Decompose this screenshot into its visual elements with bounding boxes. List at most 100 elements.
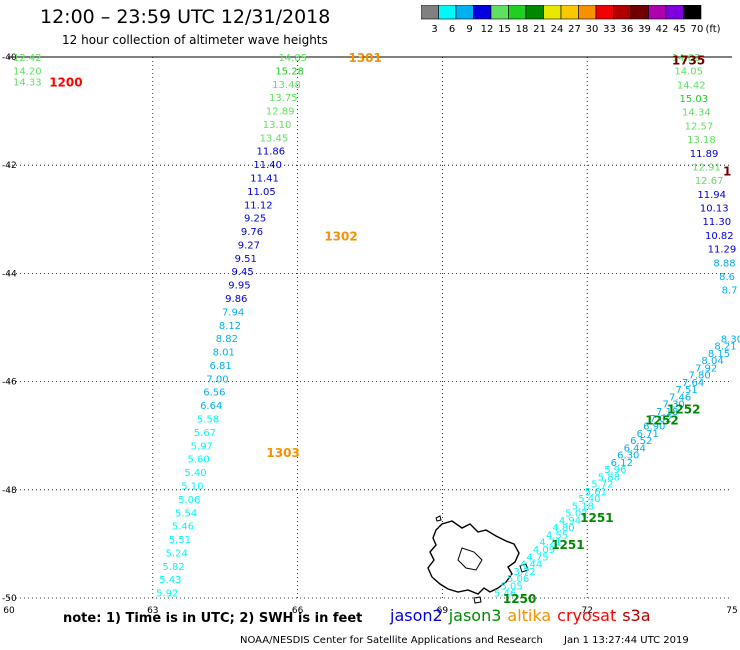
pass-time-label: 1: [723, 165, 731, 179]
wave-height-value: 15.03: [679, 94, 708, 105]
color-scale-label: 39: [638, 24, 651, 35]
wave-height-value: 5.72: [591, 480, 613, 491]
kerguelen-main-island: [427, 520, 520, 595]
wave-height-value: 5.61: [585, 487, 607, 498]
wave-height-value: 7.46: [669, 392, 691, 403]
wave-height-value: 11.30: [702, 217, 731, 228]
altika-track-west: 14.85 15.28 13.48 13.75 12.89 13.10 13.45 11.86…: [156, 53, 307, 600]
pass-time-label: 1735: [672, 54, 705, 68]
color-scale-label: 6: [449, 24, 455, 35]
wave-height-value: 7.51: [675, 385, 697, 396]
wave-height-value: 6.56: [203, 388, 225, 399]
wave-height-value: 9.45: [231, 267, 253, 278]
wave-height-value: 4.21: [539, 538, 561, 549]
wave-height-value: 7.94: [222, 307, 244, 318]
latitude-tick-label: -50: [2, 594, 17, 604]
color-swatch: [683, 5, 702, 20]
wave-height-value: 12.42: [13, 53, 42, 64]
wave-height-value: 6.52: [630, 436, 652, 447]
wave-height-value: 10.82: [705, 231, 734, 242]
wave-height-value: 8.7: [722, 286, 738, 297]
wave-height-value: 14.33: [13, 77, 42, 88]
wave-height-value: 5.54: [175, 508, 197, 519]
legend-item-s3a: s3a: [622, 606, 651, 625]
pass-time-label: 1303: [266, 446, 299, 460]
page-title: 12:00 – 23:59 UTC 12/31/2018: [40, 6, 331, 28]
pass-time-label: 1200: [49, 75, 82, 89]
wave-height-value: 12.67: [695, 176, 724, 187]
wave-height-value: 14.05: [674, 67, 703, 78]
wave-height-value: 5.05: [500, 581, 522, 592]
wave-height-value: 7.80: [688, 371, 710, 382]
latitude-tick-label: -46: [2, 378, 17, 388]
latitude-tick-label: -48: [2, 486, 17, 496]
jason3-track-southeast: 5.465.055.063.724.444.754.094.214.554.80…: [494, 334, 740, 599]
wave-height-value: 11.41: [250, 174, 279, 185]
pass-time-label: 1252: [645, 413, 678, 427]
legend-item-jason3: jason3: [448, 606, 502, 625]
wave-height-value: 5.51: [169, 535, 191, 546]
color-scale-label: 27: [568, 24, 581, 35]
wave-height-value: 13.10: [263, 120, 292, 131]
pass-time-label: 1252: [667, 403, 700, 417]
map-grid: 60 63 66 69 72 75 -40 -42 -44 -46 -48 -50: [2, 53, 738, 616]
wave-height-value: 8.21: [714, 342, 736, 353]
longitude-tick-label: 72: [581, 606, 592, 616]
wave-height-value: 8.01: [213, 348, 235, 359]
kerguelen-islet-south: [473, 596, 482, 604]
wave-height-value: 11.86: [256, 147, 285, 158]
wave-height-value: 11.40: [253, 160, 282, 171]
color-scale-label: 70: [691, 24, 704, 35]
wave-height-value: 8.6: [719, 272, 735, 283]
wave-height-value: 8.12: [219, 321, 241, 332]
kerguelen-islet-east: [519, 563, 529, 573]
wave-height-value: 4.44: [520, 560, 542, 571]
wave-height-value: 5.97: [191, 441, 213, 452]
wave-height-value: 9.27: [238, 240, 260, 251]
color-scale-label: 30: [586, 24, 599, 35]
latitude-tick-label: -42: [2, 161, 17, 171]
wave-height-value: 12.91: [692, 162, 721, 173]
wave-height-value: 7.30: [663, 400, 685, 411]
wave-height-value: 5.40: [578, 494, 600, 505]
wave-height-value: 5.06: [178, 495, 200, 506]
color-scale-label: 42: [656, 24, 669, 35]
longitude-tick-label: 63: [147, 606, 158, 616]
latitude-tick-label: -44: [2, 269, 17, 279]
color-scale-label: 24: [551, 24, 564, 35]
wave-height-value: 5.02: [565, 509, 587, 520]
wave-height-value: 5.24: [166, 548, 188, 559]
wave-height-value: 11.12: [244, 200, 273, 211]
wave-height-value: 8.88: [713, 258, 735, 269]
wave-height-value: 9.86: [225, 294, 247, 305]
units-note: note: 1) Time is in UTC; 2) SWH is in fe…: [63, 611, 363, 626]
footer: NOAA/NESDIS Center for Satellite Applica…: [240, 635, 689, 646]
color-scale-label: (ft): [705, 24, 720, 35]
wave-height-value: 5.40: [184, 468, 206, 479]
color-scale-bar: 3 6 9 12 15 18 21 24 27 30 33 36 39 42 45 70 (ft): [421, 5, 721, 35]
wave-height-value: 5.67: [194, 428, 216, 439]
wave-height-value: 14.82: [672, 53, 701, 64]
color-scale-label: 33: [603, 24, 616, 35]
color-scale-label: 18: [516, 24, 529, 35]
wave-height-value: 13.48: [272, 80, 301, 91]
wave-height-value: 13.45: [260, 133, 289, 144]
wave-height-value: 9.95: [228, 281, 250, 292]
pass-time-label: 1250: [503, 592, 536, 606]
wave-height-value: 5.88: [598, 472, 620, 483]
wave-height-value: 5.06: [507, 574, 529, 585]
wave-height-value: 9.51: [235, 254, 257, 265]
latitude-tick-label: -40: [2, 53, 17, 63]
wave-height-value: 7.92: [695, 363, 717, 374]
longitude-tick-label: 60: [3, 606, 15, 616]
wave-height-value: 4.55: [546, 530, 568, 541]
pass-time-label: 1302: [324, 230, 357, 244]
footer-credit: NOAA/NESDIS Center for Satellite Applica…: [240, 635, 543, 646]
wave-height-value: 4.80: [552, 523, 574, 534]
track-northeast: 14.82 14.05 14.42 15.03 14.34 12.57 13.18 11.89…: [672, 53, 738, 297]
color-scale-label: 45: [673, 24, 686, 35]
wave-height-value: 5.58: [197, 415, 219, 426]
kerguelen-inner-bay: [457, 547, 483, 571]
wave-height-value: 3.72: [513, 567, 535, 578]
kerguelen-islet-north: [435, 515, 442, 522]
